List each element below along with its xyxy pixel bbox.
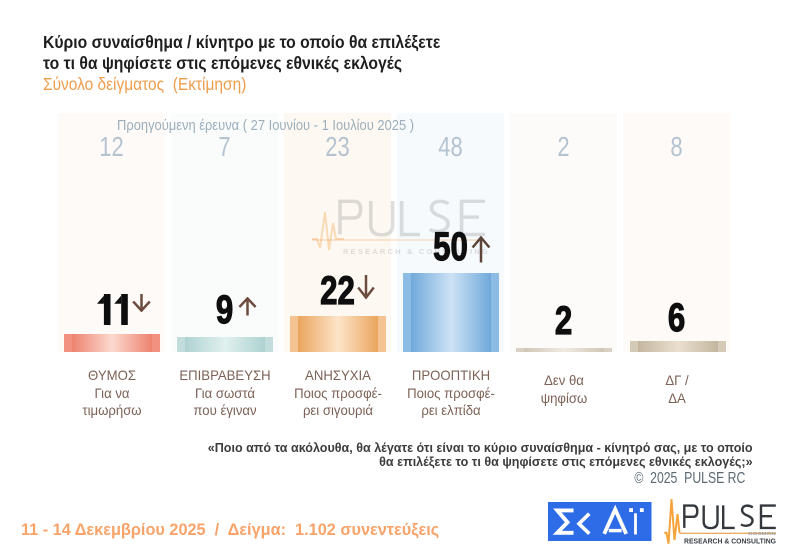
svg-text:RESEARCH & CONSULTING: RESEARCH & CONSULTING [684, 539, 777, 546]
svg-text:KOSMON: KOSMON [748, 531, 776, 537]
